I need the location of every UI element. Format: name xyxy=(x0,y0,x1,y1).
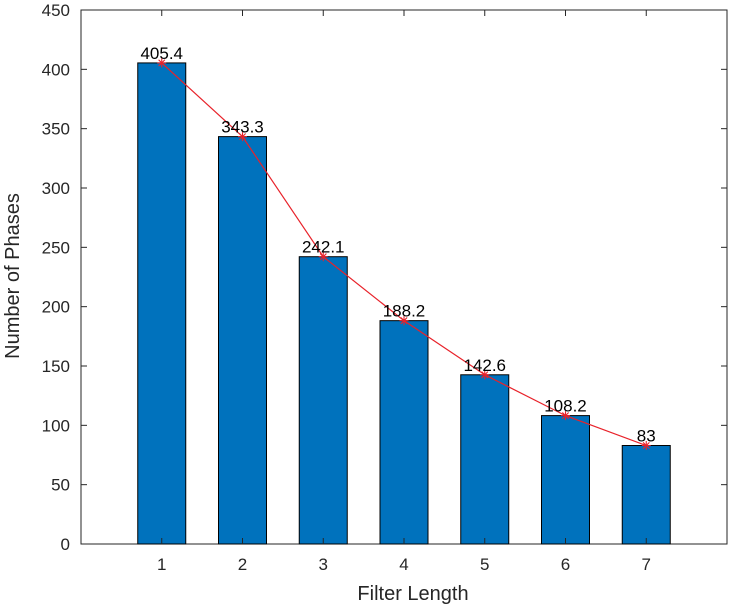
marker-stroke xyxy=(238,133,247,141)
asterisk-marker-4 xyxy=(399,316,409,326)
marker-stroke xyxy=(400,317,408,325)
x-tick-label: 1 xyxy=(157,555,166,574)
marker-stroke xyxy=(158,59,166,67)
asterisk-marker-7 xyxy=(641,441,651,451)
y-tick-label: 100 xyxy=(42,416,70,435)
y-tick-label: 250 xyxy=(42,238,70,257)
data-labels: 405.4 343.3 242.1 188.2 142.6 108.2 83 xyxy=(140,44,655,446)
asterisk-marker-5 xyxy=(480,370,490,380)
bar-5 xyxy=(460,374,510,545)
y-tick-label: 400 xyxy=(42,60,70,79)
bar-6 xyxy=(541,415,590,545)
marker-stroke xyxy=(642,441,650,450)
asterisk-marker-1 xyxy=(157,58,167,68)
asterisk-marker-3 xyxy=(318,252,328,262)
data-label-3: 242.1 xyxy=(302,238,345,257)
bar-3 xyxy=(298,256,348,545)
y-tick-label: 300 xyxy=(42,179,70,198)
bar-7 xyxy=(621,445,671,545)
bar-2 xyxy=(218,136,267,545)
y-tick-label: 150 xyxy=(42,357,70,376)
bar-4 xyxy=(379,320,429,545)
data-label-1: 405.4 xyxy=(140,44,183,63)
bar-1 xyxy=(137,62,187,545)
marker-stroke xyxy=(481,371,489,379)
y-axis-ticks: 0 50 100 150 200 250 300 350 400 450 xyxy=(42,1,727,554)
x-axis-title: Filter Length xyxy=(357,583,468,605)
y-axis-title: Number of Phases xyxy=(2,193,24,359)
y-tick-label: 350 xyxy=(42,120,70,139)
data-label-6: 108.2 xyxy=(544,397,587,416)
y-tick-label: 0 xyxy=(61,535,70,554)
x-tick-label: 6 xyxy=(561,555,570,574)
y-tick-label: 50 xyxy=(51,476,70,495)
x-tick-label: 3 xyxy=(319,555,328,574)
overlay-line-series xyxy=(157,58,651,451)
data-label-2: 343.3 xyxy=(221,118,264,137)
data-label-7: 83 xyxy=(637,427,656,446)
x-tick-label: 2 xyxy=(238,555,247,574)
x-tick-label: 5 xyxy=(480,555,489,574)
asterisk-marker-6 xyxy=(561,411,570,421)
marker-stroke xyxy=(561,412,570,420)
marker-stroke xyxy=(319,253,327,261)
x-axis-ticks: 1 2 3 4 5 6 7 xyxy=(157,10,651,574)
asterisk-marker-2 xyxy=(238,132,247,142)
data-label-5: 142.6 xyxy=(463,356,506,375)
data-label-4: 188.2 xyxy=(383,302,426,321)
y-tick-label: 200 xyxy=(42,298,70,317)
y-tick-label: 450 xyxy=(42,1,70,20)
x-tick-label: 7 xyxy=(642,555,651,574)
x-tick-label: 4 xyxy=(399,555,408,574)
